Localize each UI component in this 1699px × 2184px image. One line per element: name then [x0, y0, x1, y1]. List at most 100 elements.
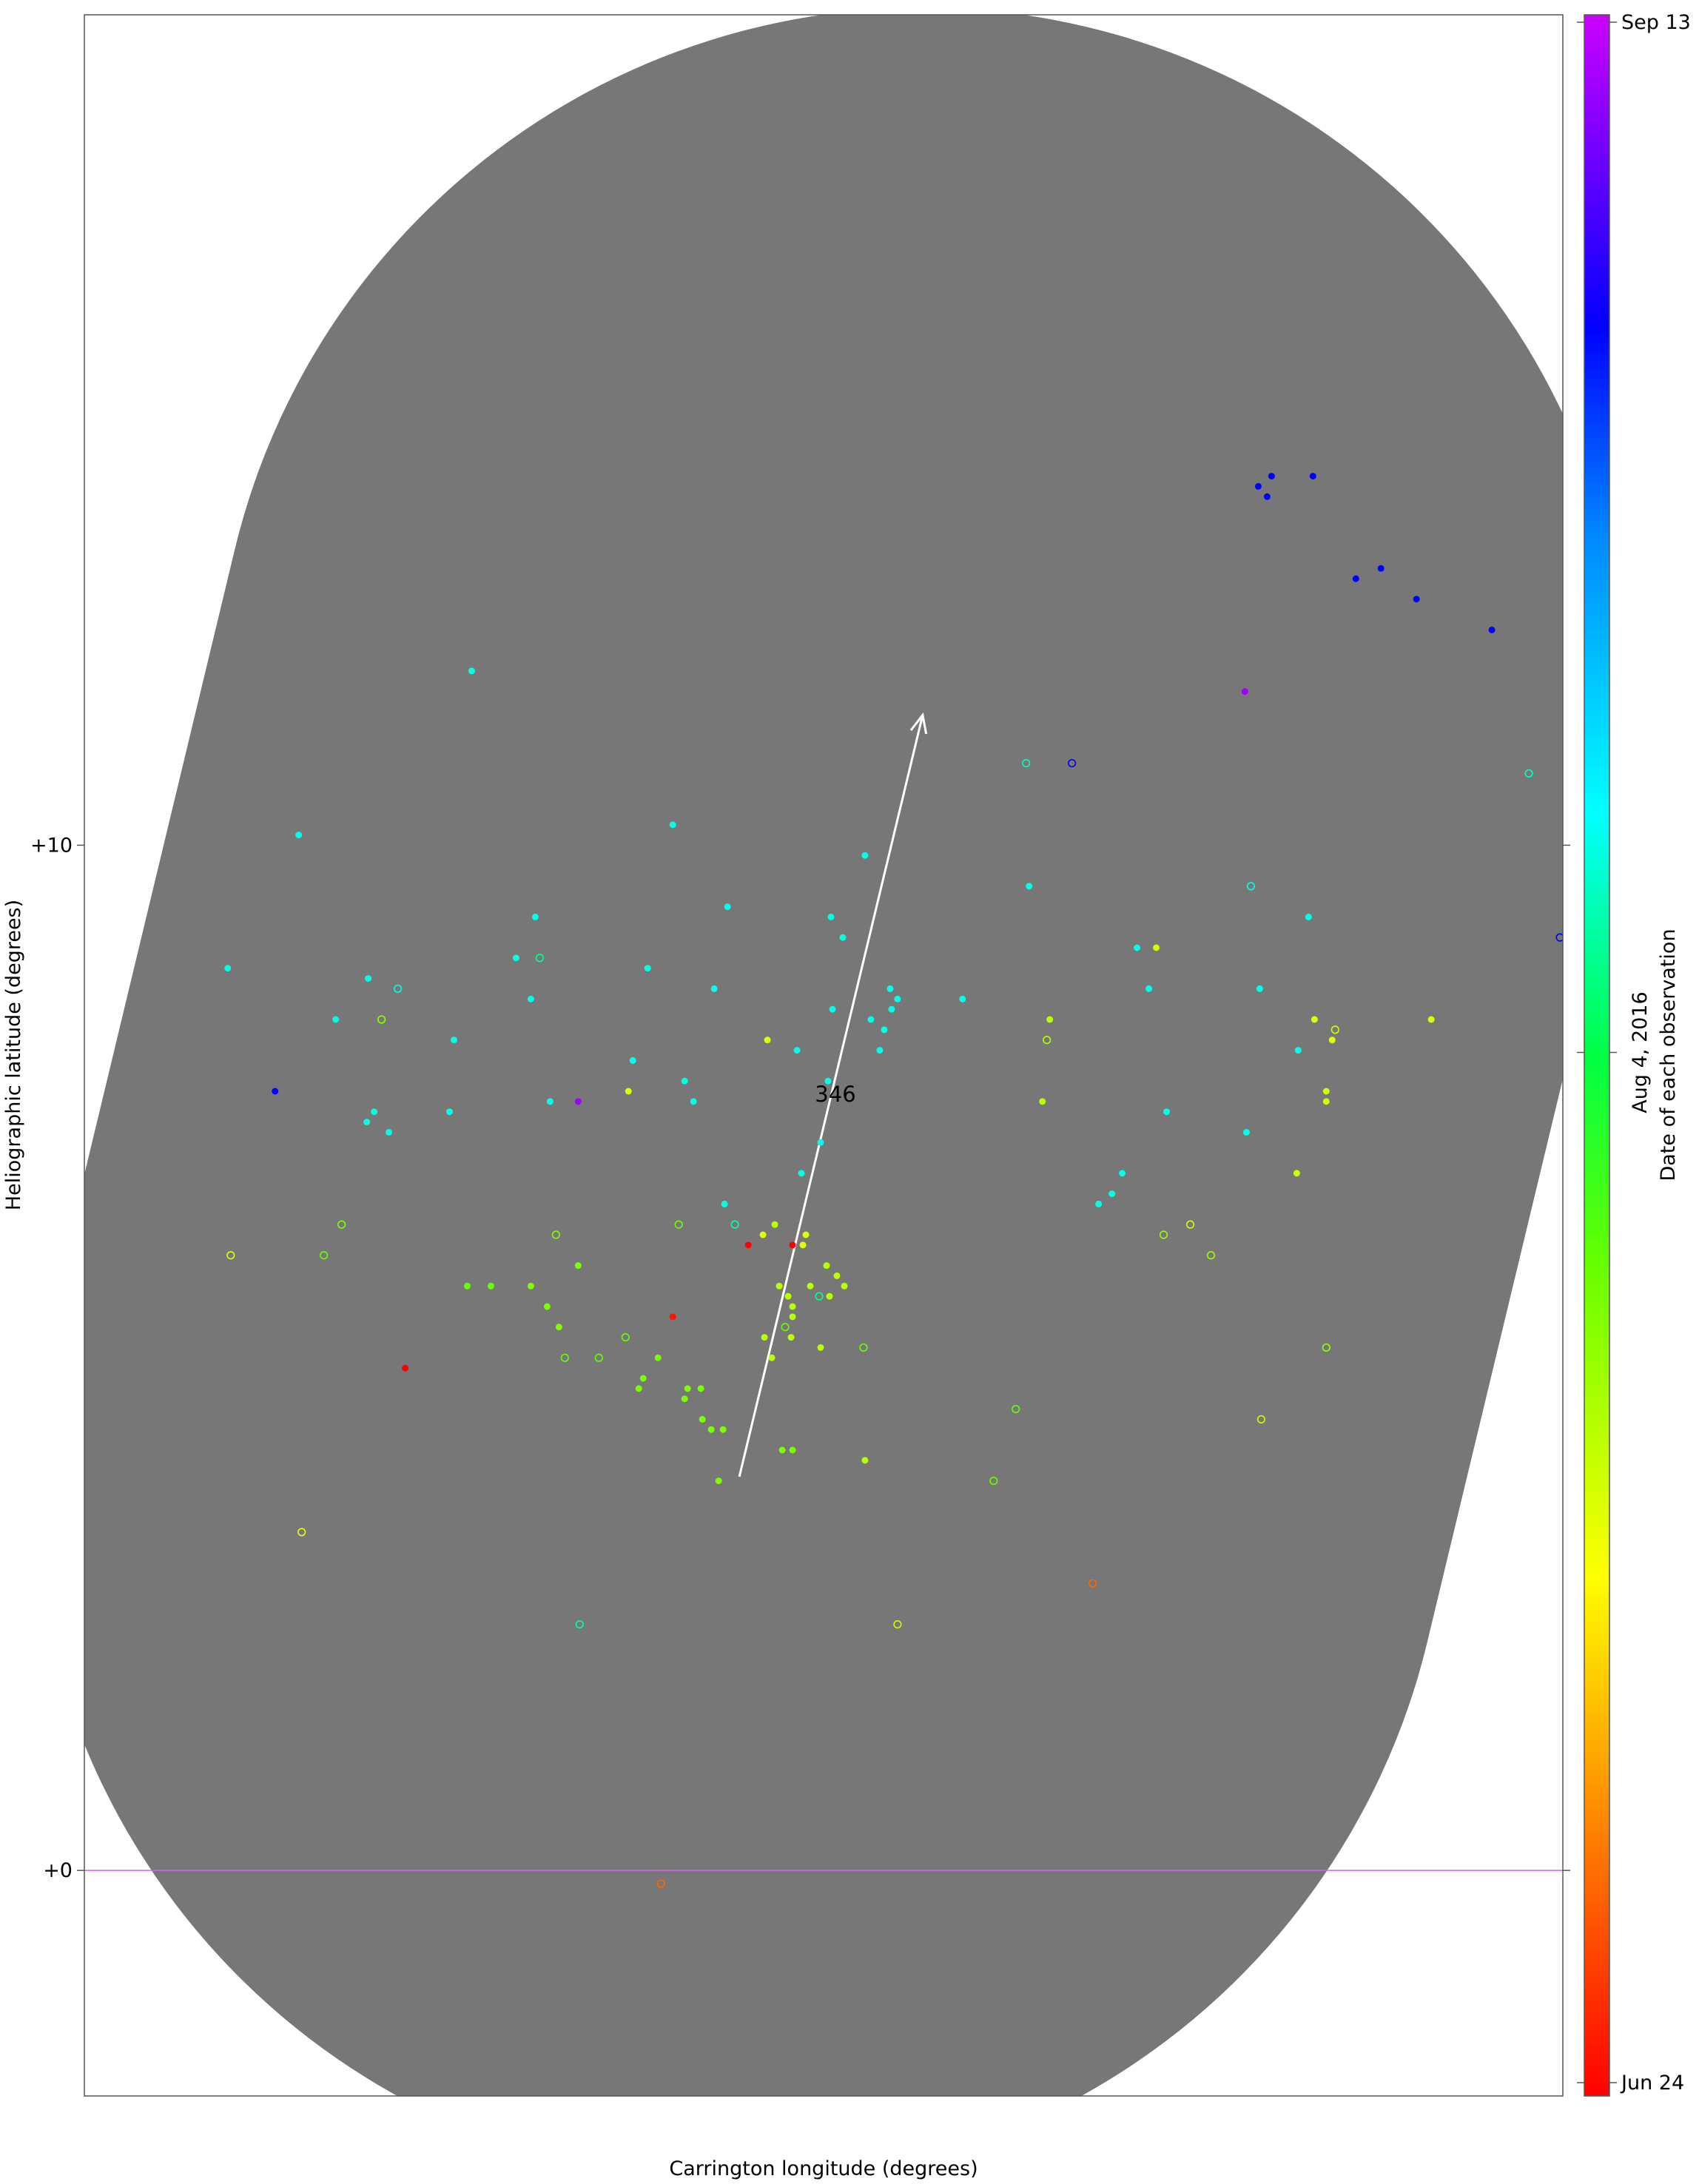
data-point: [1413, 596, 1420, 603]
data-point: [861, 852, 869, 859]
data-point: [621, 1332, 630, 1342]
colorbar-tick-label: Jun 24: [1620, 2072, 1684, 2094]
data-point: [332, 1016, 340, 1023]
data-point: [776, 1282, 783, 1290]
data-point: [768, 1354, 776, 1361]
data-point: [799, 1241, 807, 1249]
data-point: [867, 1016, 875, 1023]
data-point: [1119, 1170, 1126, 1177]
data-point: [841, 1282, 848, 1290]
data-point: [888, 1005, 895, 1013]
data-point: [959, 995, 966, 1002]
data-point: [535, 954, 544, 963]
data-point: [807, 1282, 814, 1290]
data-point: [555, 1324, 562, 1331]
data-point: [789, 1313, 796, 1321]
data-point: [575, 1620, 584, 1629]
data-point: [730, 1220, 739, 1229]
data-point: [771, 1221, 778, 1228]
data-point: [824, 1077, 832, 1085]
data-point: [635, 1385, 642, 1392]
data-point: [639, 1375, 647, 1382]
data-point: [527, 995, 534, 1002]
data-point: [1256, 985, 1263, 992]
data-point: [815, 1292, 824, 1301]
data-point: [784, 1292, 792, 1300]
data-point: [363, 1119, 371, 1126]
data-point: [574, 1098, 582, 1105]
data-point: [446, 1108, 454, 1116]
colorbar-ticks: Jun 24 Aug 4, 2016 Sep 13: [1577, 11, 1691, 2094]
data-point: [487, 1282, 494, 1290]
data-point: [1246, 882, 1256, 891]
data-point: [1068, 758, 1077, 768]
data-point: [1241, 688, 1248, 695]
data-point: [764, 1037, 771, 1044]
data-point: [1012, 1404, 1020, 1414]
data-point: [881, 1026, 888, 1034]
data-point: [798, 1170, 805, 1177]
region-arrow-head: [909, 712, 928, 735]
data-point: [371, 1108, 378, 1116]
data-point: [710, 985, 718, 992]
data-point: [721, 1200, 728, 1207]
data-point: [1488, 626, 1496, 633]
data-point: [224, 965, 232, 972]
active-regions: 346: [84, 15, 1563, 2096]
data-point: [1256, 1415, 1266, 1424]
data-point: [1309, 473, 1316, 480]
data-point: [1159, 1230, 1168, 1239]
data-point: [817, 1139, 824, 1146]
data-point: [574, 1262, 582, 1270]
data-point: [1089, 1579, 1097, 1588]
data-point: [629, 1056, 636, 1064]
data-point: [839, 934, 847, 941]
data-point: [297, 1528, 306, 1537]
data-point: [320, 1251, 329, 1260]
data-point: [1134, 944, 1141, 951]
data-point: [644, 965, 651, 972]
data-point: [393, 984, 403, 994]
data-point: [1206, 1251, 1216, 1260]
data-point: [681, 1395, 688, 1403]
data-point: [512, 954, 519, 962]
data-point: [1377, 564, 1385, 572]
y-tick-label: +10: [30, 834, 73, 857]
data-point: [715, 1477, 722, 1485]
data-point: [1294, 1047, 1302, 1054]
data-point: [226, 1251, 235, 1260]
data-point: [546, 1098, 554, 1105]
data-point: [654, 1354, 662, 1361]
data-point: [377, 1015, 386, 1024]
data-point: [1022, 758, 1031, 768]
data-point: [1026, 883, 1033, 890]
data-point: [551, 1230, 560, 1239]
data-point: [295, 832, 303, 839]
region-label: 346: [815, 1082, 855, 1107]
data-point: [1328, 1037, 1336, 1044]
data-point: [1555, 933, 1563, 942]
data-point: [1322, 1088, 1330, 1095]
data-point: [1330, 1025, 1339, 1034]
observation-points: [224, 473, 1563, 1888]
data-point: [789, 1241, 796, 1249]
data-point: [1305, 913, 1312, 920]
data-point: [817, 1344, 824, 1351]
data-point: [697, 1385, 704, 1392]
data-point: [759, 1231, 767, 1238]
data-point: [527, 1282, 534, 1290]
data-point: [724, 903, 731, 911]
data-point: [386, 1128, 393, 1136]
data-point: [699, 1415, 706, 1423]
data-point: [451, 1037, 457, 1044]
region-arrow-shaft: [738, 715, 924, 1477]
data-point: [272, 1088, 279, 1095]
data-point: [861, 1457, 869, 1464]
data-point: [833, 1272, 841, 1279]
data-point: [876, 1047, 884, 1054]
colorbar: Jun 24 Aug 4, 2016 Sep 13 Date of each obs…: [1577, 11, 1691, 2097]
data-point: [625, 1088, 632, 1095]
data-point: [1311, 1016, 1318, 1023]
data-point: [674, 1220, 683, 1229]
data-point: [827, 913, 835, 920]
